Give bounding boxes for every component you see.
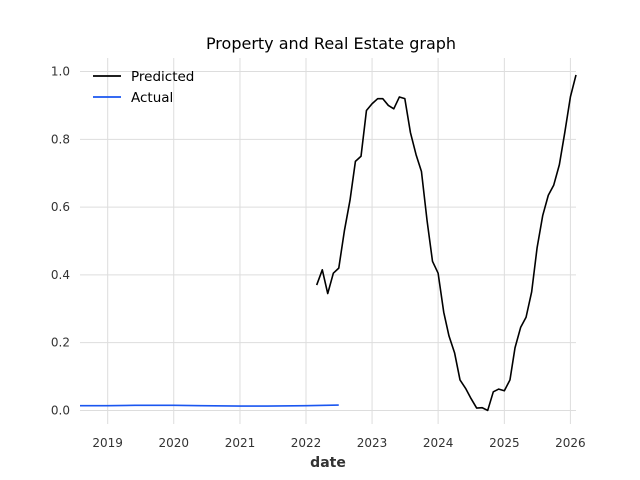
- x-tick-label: 2020: [158, 436, 189, 450]
- legend-label-actual: Actual: [131, 90, 173, 106]
- series-layer: [80, 74, 577, 412]
- x-tick-label: 2025: [489, 436, 520, 450]
- x-tick-label: 2023: [357, 436, 388, 450]
- y-tick-label: 0.4: [51, 268, 70, 282]
- y-tick-label: 1.0: [51, 65, 70, 79]
- grid: [80, 58, 576, 424]
- series-line-predicted: [315, 74, 577, 412]
- y-tick-label: 0.2: [51, 336, 70, 350]
- x-axis-label: date: [310, 455, 346, 471]
- x-tick-label: 2026: [555, 436, 586, 450]
- y-tick-label: 0.6: [51, 200, 70, 214]
- legend: Predicted Actual: [93, 69, 194, 106]
- series-line-actual: [80, 404, 339, 407]
- x-tick-label: 2021: [225, 436, 256, 450]
- legend-label-predicted: Predicted: [131, 69, 194, 85]
- y-tick-label: 0.8: [51, 132, 70, 146]
- y-tick-label: 0.0: [51, 403, 70, 417]
- tick-labels: 2019 2020 2021 2022 2023 2024 2025 2026 0.0 0.2 0.…: [51, 65, 586, 450]
- x-tick-label: 2019: [92, 436, 123, 450]
- x-tick-label: 2024: [423, 436, 454, 450]
- chart-title: Property and Real Estate graph: [206, 34, 456, 53]
- x-tick-label: 2022: [291, 436, 322, 450]
